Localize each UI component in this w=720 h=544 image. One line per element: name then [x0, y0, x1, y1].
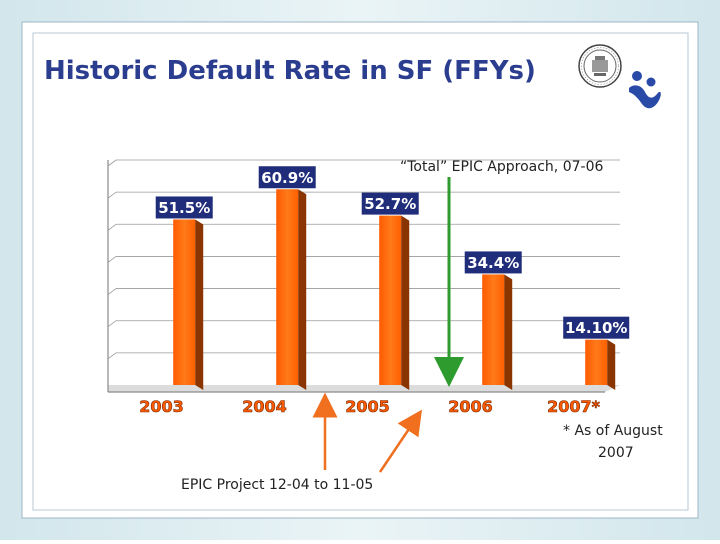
value-label-text: 14.10% — [565, 319, 627, 337]
bar-side — [298, 189, 307, 390]
bar-front — [379, 215, 402, 385]
value-labels-layer: 51.5% 60.9% 52.7% 34.4% 14.10% — [155, 166, 630, 339]
gridline-left-6 — [107, 191, 117, 199]
value-label-box — [361, 192, 419, 215]
bar-2005 — [379, 215, 410, 390]
x-tick-2005: 2005 — [345, 397, 390, 416]
gridline-left-2 — [107, 320, 117, 328]
slide-title: Historic Default Rate in SF (FFYs) — [44, 56, 536, 86]
bar-2004 — [276, 189, 307, 390]
value-label-2003: 51.5% — [155, 196, 213, 219]
value-label-box — [258, 166, 316, 189]
gridline-left-3 — [107, 288, 117, 295]
bar-2006 — [482, 274, 513, 390]
seal-icon — [578, 44, 622, 88]
chart-floor — [108, 385, 620, 392]
value-label-text: 34.4% — [467, 254, 519, 272]
value-label-box — [155, 196, 213, 219]
total-epic-annotation: “Total” EPIC Approach, 07-06 — [400, 159, 603, 175]
bar-front — [276, 189, 299, 385]
value-label-text: 52.7% — [364, 195, 416, 213]
gridline-left-1 — [107, 352, 117, 360]
value-label-2005: 52.7% — [361, 192, 419, 215]
bar-2007* — [585, 339, 616, 390]
bar-front — [585, 339, 608, 385]
bar-side — [195, 219, 204, 390]
x-tick-2007*: 2007* — [547, 397, 601, 416]
value-label-text: 60.9% — [261, 169, 313, 187]
bar-side — [607, 339, 616, 390]
gridline-left-5 — [107, 223, 117, 231]
bar-2003 — [173, 219, 204, 390]
bars-layer — [173, 189, 616, 390]
epic-project-annotation: EPIC Project 12-04 to 11-05 — [181, 477, 373, 493]
gridline-left-4 — [107, 256, 117, 263]
value-label-2004: 60.9% — [258, 166, 316, 189]
logo-icon — [629, 71, 661, 109]
gridline-left-7 — [107, 159, 117, 167]
bar-front — [173, 219, 196, 385]
content-panel — [21, 21, 699, 519]
value-label-box — [464, 251, 522, 274]
x-tick-2004: 2004 — [242, 397, 287, 416]
bar-front — [482, 274, 505, 385]
value-label-2006: 34.4% — [464, 251, 522, 274]
orange-arrow-right — [378, 409, 422, 473]
value-label-2007*: 14.10% — [563, 316, 630, 339]
footnote-line-2: 2007 — [598, 445, 634, 461]
value-label-box — [563, 316, 630, 339]
footnote-line-1: * As of August — [563, 423, 663, 439]
x-tick-2006: 2006 — [448, 397, 493, 416]
content-panel-inner — [32, 32, 689, 511]
x-tick-2003: 2003 — [139, 397, 184, 416]
bar-side — [504, 274, 513, 390]
bar-side — [401, 215, 410, 390]
value-label-text: 51.5% — [158, 199, 210, 217]
x-tick-labels-layer: 2003 2004 2005 2006 2007* — [139, 397, 601, 417]
